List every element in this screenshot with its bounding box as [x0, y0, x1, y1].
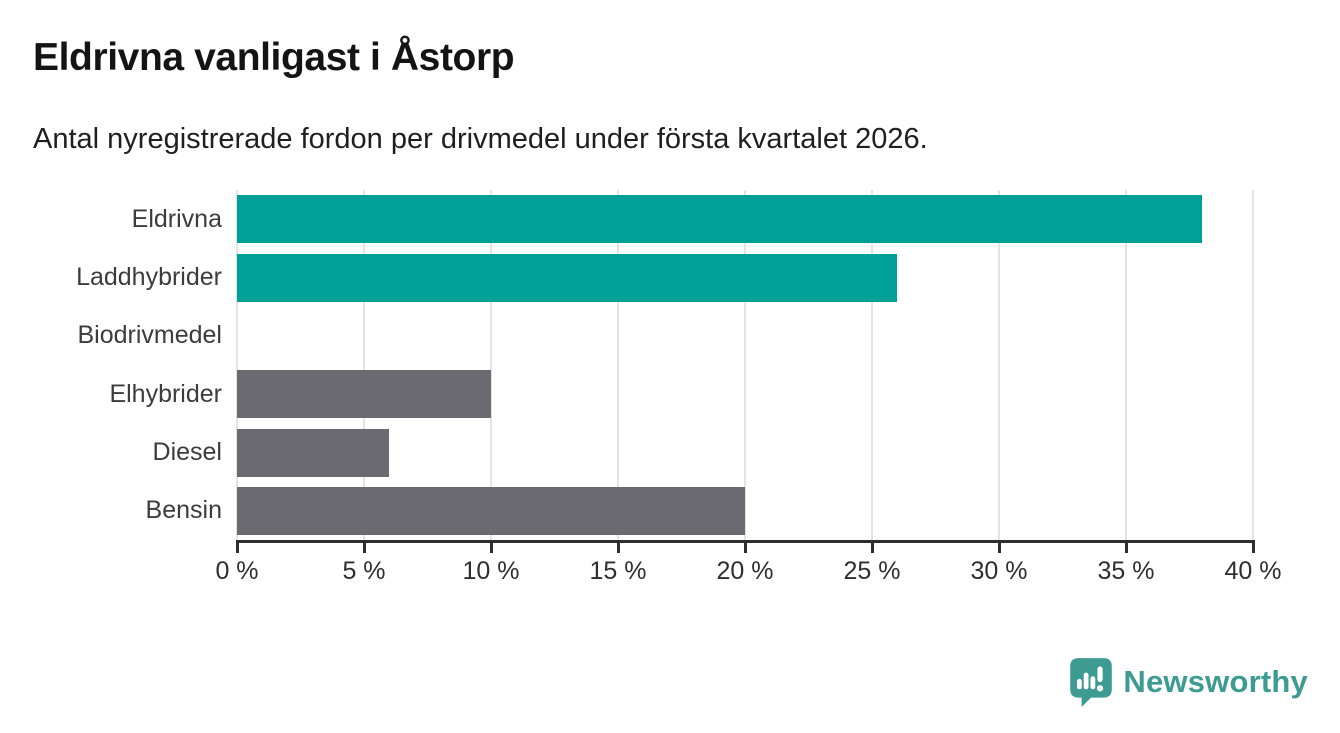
gridline-25pct — [871, 190, 873, 540]
gridline-20pct — [744, 190, 746, 540]
y-category-label-biodrivmedel: Biodrivmedel — [77, 321, 222, 350]
gridline-5pct — [363, 190, 365, 540]
y-category-label-diesel: Diesel — [152, 437, 222, 466]
x-tick-label-20pct: 20 % — [716, 557, 774, 585]
x-tick-label-0pct: 0 % — [215, 557, 259, 585]
x-axis-tick-25pct — [870, 540, 874, 553]
x-axis-tick-10pct — [489, 540, 493, 553]
x-tick-label-25pct: 25 % — [843, 557, 901, 585]
bar-diesel — [237, 428, 390, 477]
gridline-40pct — [1252, 190, 1254, 540]
chart-subtitle: Antal nyregistrerade fordon per drivmede… — [33, 123, 928, 155]
y-category-label-laddhybrider: Laddhybrider — [76, 262, 222, 291]
gridline-10pct — [490, 190, 492, 540]
y-category-label-bensin: Bensin — [145, 496, 222, 525]
x-tick-label-10pct: 10 % — [462, 557, 520, 585]
gridline-30pct — [998, 190, 1000, 540]
gridline-0pct — [236, 190, 238, 540]
x-tick-label-15pct: 15 % — [589, 557, 647, 585]
x-tick-label-5pct: 5 % — [342, 557, 386, 585]
bar-bensin — [237, 486, 745, 535]
chart-title: Eldrivna vanligast i Åstorp — [33, 36, 515, 79]
x-tick-label-35pct: 35 % — [1097, 557, 1155, 585]
x-tick-label-30pct: 30 % — [970, 557, 1028, 585]
x-tick-label-40pct: 40 % — [1224, 557, 1282, 585]
x-axis-tick-35pct — [1124, 540, 1128, 553]
y-category-label-elhybrider: Elhybrider — [109, 379, 222, 408]
x-axis-tick-30pct — [997, 540, 1001, 553]
bar-laddhybrider — [237, 253, 898, 302]
y-category-label-eldrivna: Eldrivna — [131, 204, 222, 233]
x-axis-tick-0pct — [235, 540, 239, 553]
x-axis-tick-15pct — [616, 540, 620, 553]
gridline-15pct — [617, 190, 619, 540]
newsworthy-logo[interactable]: Newsworthy — [1068, 656, 1308, 708]
gridline-35pct — [1125, 190, 1127, 540]
x-axis-tick-20pct — [743, 540, 747, 553]
bar-eldrivna — [237, 195, 1203, 244]
bar-elhybrider — [237, 370, 491, 419]
x-axis-tick-5pct — [362, 540, 366, 553]
x-axis-tick-40pct — [1251, 540, 1255, 553]
newsworthy-wordmark: Newsworthy — [1123, 664, 1308, 699]
newsworthy-bubble-icon — [1070, 658, 1113, 707]
